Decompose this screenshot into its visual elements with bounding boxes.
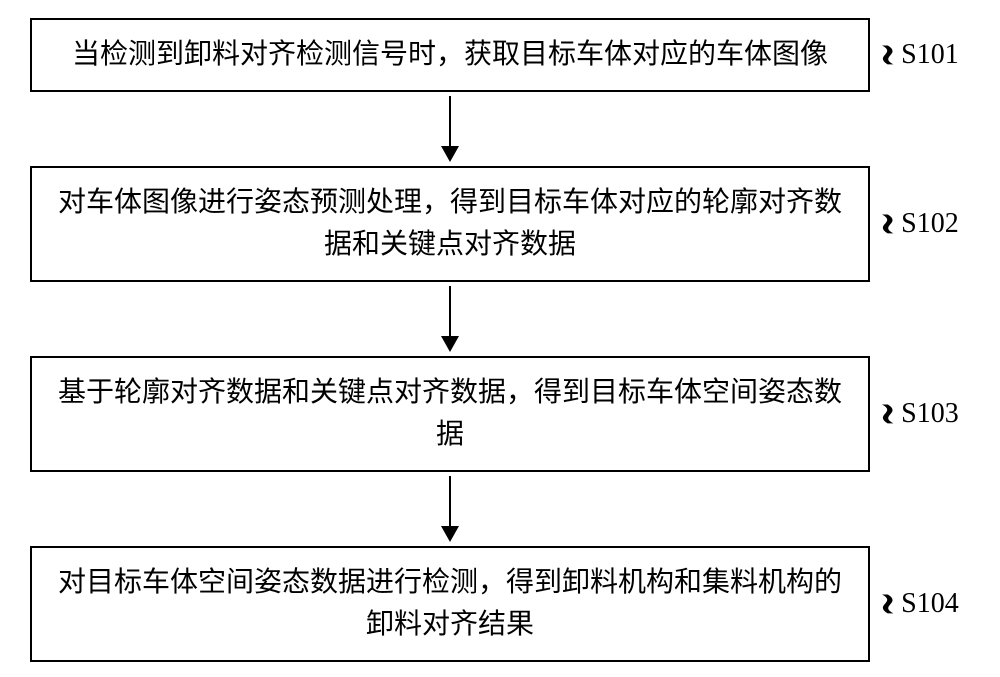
flowchart-container: 当检测到卸料对齐检测信号时，获取目标车体对应的车体图像∼S101 对车体图像进行姿… <box>30 18 970 662</box>
flow-arrow <box>441 286 459 352</box>
flow-arrow <box>441 96 459 162</box>
arrow-head-icon <box>441 336 459 352</box>
tilde-connector-icon: ∼ <box>854 211 920 236</box>
tilde-connector-icon: ∼ <box>854 42 920 67</box>
tilde-connector-icon: ∼ <box>854 401 920 426</box>
flow-step: 基于轮廓对齐数据和关键点对齐数据，得到目标车体空间姿态数据∼S103 <box>30 356 970 472</box>
arrow-line-icon <box>449 96 451 146</box>
flow-arrow <box>441 476 459 542</box>
step-label-wrap: ∼S103 <box>874 398 959 430</box>
step-label-wrap: ∼S104 <box>874 588 959 620</box>
flow-step-box: 当检测到卸料对齐检测信号时，获取目标车体对应的车体图像 <box>30 18 870 92</box>
step-label-wrap: ∼S102 <box>874 208 959 240</box>
arrow-line-icon <box>449 286 451 336</box>
flow-step: 对目标车体空间姿态数据进行检测，得到卸料机构和集料机构的卸料对齐结果∼S104 <box>30 546 970 662</box>
flow-step-box: 基于轮廓对齐数据和关键点对齐数据，得到目标车体空间姿态数据 <box>30 356 870 472</box>
arrow-line-icon <box>449 476 451 526</box>
arrow-head-icon <box>441 146 459 162</box>
tilde-connector-icon: ∼ <box>854 591 920 616</box>
flow-step-box: 对车体图像进行姿态预测处理，得到目标车体对应的轮廓对齐数据和关键点对齐数据 <box>30 166 870 282</box>
flow-step: 对车体图像进行姿态预测处理，得到目标车体对应的轮廓对齐数据和关键点对齐数据∼S1… <box>30 166 970 282</box>
arrow-head-icon <box>441 526 459 542</box>
step-label-wrap: ∼S101 <box>874 39 959 71</box>
flow-step: 当检测到卸料对齐检测信号时，获取目标车体对应的车体图像∼S101 <box>30 18 970 92</box>
flow-step-box: 对目标车体空间姿态数据进行检测，得到卸料机构和集料机构的卸料对齐结果 <box>30 546 870 662</box>
